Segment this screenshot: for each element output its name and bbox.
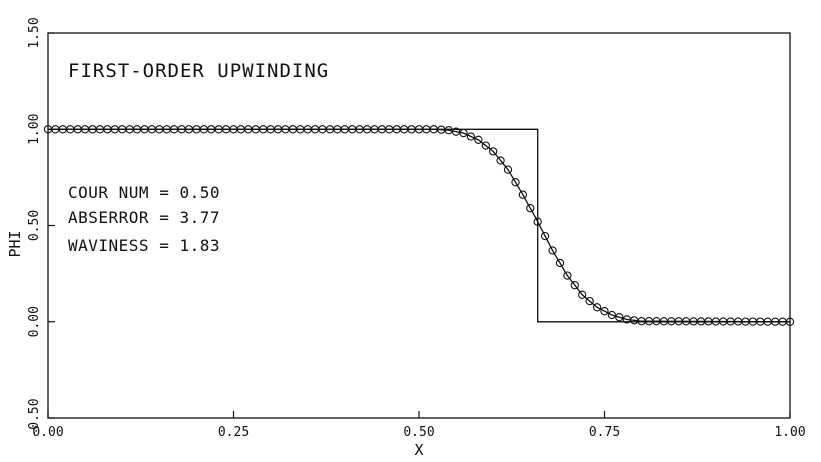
y-tick-label: 1.00 bbox=[27, 114, 42, 145]
series-numerical-line bbox=[48, 128, 791, 323]
y-tick-label: 0.00 bbox=[27, 306, 42, 337]
x-tick-label: 0.00 bbox=[32, 425, 63, 440]
y-tick-label: 0.50 bbox=[27, 210, 42, 241]
annotation-abserror: ABSERROR = 3.77 bbox=[68, 208, 220, 227]
series-layer bbox=[43, 125, 795, 326]
series-numerical-point bbox=[489, 147, 498, 156]
series-numerical-point bbox=[526, 204, 535, 213]
series-numerical-point bbox=[540, 231, 550, 241]
series-numerical-point bbox=[503, 165, 513, 174]
y-tick-label: 1.50 bbox=[27, 17, 42, 48]
series-numerical-point bbox=[585, 296, 594, 306]
x-tick-label: 0.25 bbox=[218, 425, 249, 440]
series-numerical-point bbox=[570, 281, 579, 290]
x-tick-label: 1.00 bbox=[774, 425, 805, 440]
series-numerical-point bbox=[563, 271, 572, 280]
series-numerical-point bbox=[518, 190, 528, 199]
series-numerical-point bbox=[496, 156, 505, 165]
series-numerical-point bbox=[474, 135, 483, 144]
x-tick-label: 0.75 bbox=[589, 425, 620, 440]
series-numerical-point bbox=[615, 313, 624, 322]
series-numerical-point bbox=[481, 141, 490, 150]
series-numerical-point bbox=[592, 303, 602, 312]
y-axis-ticks: -0.50 0.00 0.50 1.00 1.50 bbox=[27, 17, 55, 438]
series-numerical-point bbox=[533, 217, 542, 226]
series-numerical-point bbox=[600, 307, 609, 316]
annotation-courant: COUR NUM = 0.50 bbox=[68, 183, 220, 202]
series-numerical-point bbox=[511, 178, 520, 187]
x-axis-title: X bbox=[414, 441, 423, 459]
series-numerical-point bbox=[548, 246, 557, 255]
panel-title: FIRST-ORDER UPWINDING bbox=[68, 60, 329, 82]
x-axis-ticks: 0.00 0.25 0.50 0.75 1.00 bbox=[32, 411, 806, 440]
x-tick-label: 0.50 bbox=[403, 425, 434, 440]
series-numerical-point bbox=[466, 132, 476, 141]
y-tick-label: -0.50 bbox=[27, 398, 42, 437]
series-numerical-point bbox=[555, 258, 565, 268]
series-numerical-point bbox=[578, 290, 587, 299]
y-axis-title: PHI bbox=[6, 230, 24, 257]
series-numerical-point bbox=[459, 128, 468, 138]
series-numerical-point bbox=[785, 317, 795, 326]
series-numerical-point bbox=[607, 310, 617, 320]
annotation-waviness: WAVINESS = 1.83 bbox=[68, 236, 220, 255]
